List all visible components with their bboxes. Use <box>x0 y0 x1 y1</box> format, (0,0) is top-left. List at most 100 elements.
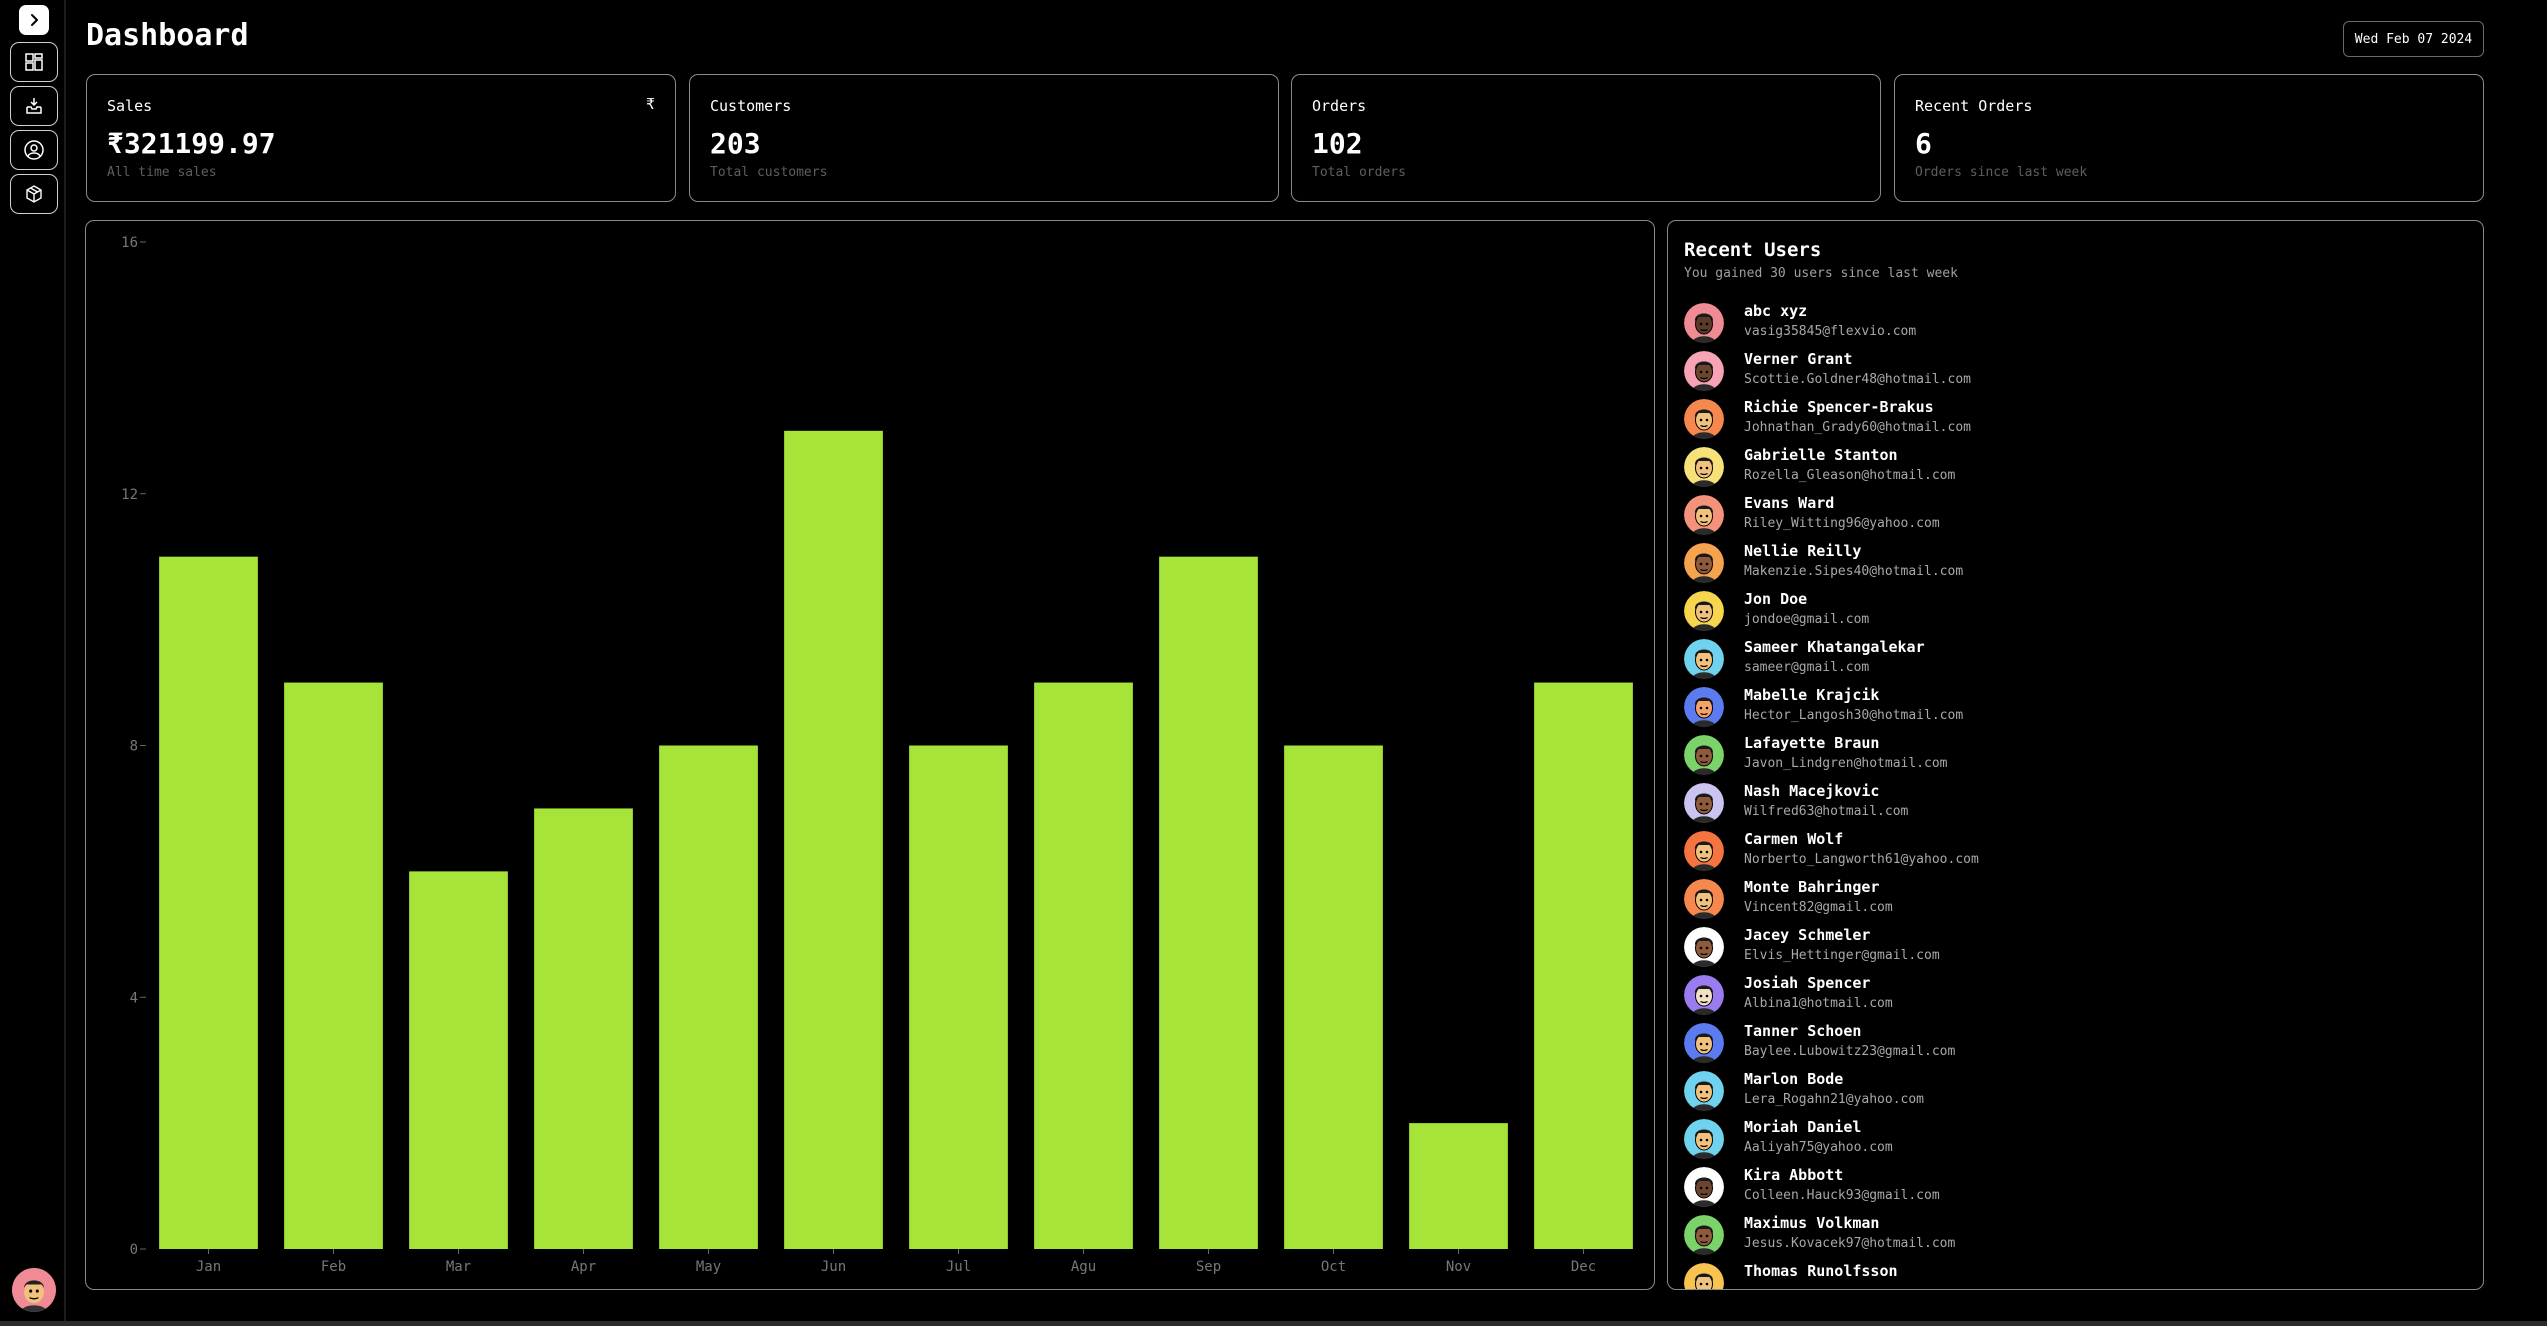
sidebar-item-products[interactable] <box>10 174 58 214</box>
card-label: Sales <box>107 97 153 115</box>
user-email: Hector_Langosh30@hotmail.com <box>1744 708 1964 723</box>
avatar-icon <box>12 1268 56 1312</box>
user-list-item[interactable]: Monte Bahringer Vincent82@gmail.com <box>1684 876 2464 924</box>
bar-dec[interactable] <box>1534 682 1633 1249</box>
user-list-item[interactable]: Richie Spencer-Brakus Johnathan_Grady60@h… <box>1684 396 2464 444</box>
grid-icon <box>25 53 43 71</box>
recent-users-panel: Recent Users You gained 30 users since l… <box>1667 220 2484 1290</box>
user-avatar <box>1684 927 1724 967</box>
avatar-icon <box>1684 543 1724 583</box>
user-avatar <box>1684 1215 1724 1255</box>
sidebar <box>0 0 66 1321</box>
sidebar-item-dashboard[interactable] <box>10 42 58 82</box>
bar-sep[interactable] <box>1159 556 1258 1249</box>
avatar-icon <box>1684 1119 1724 1159</box>
profile-avatar[interactable] <box>12 1268 56 1312</box>
user-list-item[interactable]: abc xyz vasig35845@flexvio.com <box>1684 300 2464 348</box>
user-email: Jesus.Kovacek97@hotmail.com <box>1744 1236 1956 1251</box>
avatar-icon <box>1684 975 1724 1015</box>
card-value: 6 <box>1915 127 1932 160</box>
user-email: sameer@gmail.com <box>1744 660 1870 675</box>
user-list-item[interactable]: Moriah Daniel Aaliyah75@yahoo.com <box>1684 1116 2464 1164</box>
bottom-border <box>0 1321 2547 1326</box>
user-list-item[interactable]: Carmen Wolf Norberto_Langworth61@yahoo.co… <box>1684 828 2464 876</box>
user-name: Jon Doe <box>1744 590 1808 608</box>
x-tick-label: Dec <box>1571 1259 1596 1275</box>
user-list-item[interactable]: Evans Ward Riley_Witting96@yahoo.com <box>1684 492 2464 540</box>
user-list-item[interactable]: Thomas Runolfsson <box>1684 1260 2464 1289</box>
bar-apr[interactable] <box>534 808 633 1249</box>
card-value: 102 <box>1312 127 1363 160</box>
user-avatar <box>1684 303 1724 343</box>
y-tick-label: 8 <box>130 739 138 755</box>
avatar-icon <box>1684 831 1724 871</box>
avatar-icon <box>1684 303 1724 343</box>
box-icon <box>26 185 42 203</box>
card-subtitle: All time sales <box>107 165 217 180</box>
bar-jul[interactable] <box>909 745 1008 1250</box>
user-list-item[interactable]: Nash Macejkovic Wilfred63@hotmail.com <box>1684 780 2464 828</box>
bar-oct[interactable] <box>1284 745 1383 1250</box>
recent-orders-card: Recent Orders 6 Orders since last week <box>1894 74 2484 202</box>
user-list-item[interactable]: Maximus Volkman Jesus.Kovacek97@hotmail.c… <box>1684 1212 2464 1260</box>
user-list: abc xyz vasig35845@flexvio.com Verner Gran… <box>1684 300 2464 1289</box>
user-avatar <box>1684 1167 1724 1207</box>
user-name: Nash Macejkovic <box>1744 782 1880 800</box>
avatar-icon <box>1684 1263 1724 1289</box>
sales-chart-panel: 0 4 8 12 16 Jan Feb Mar Apr May Jun Jul Agu Sep Oct Nov… <box>85 220 1655 1290</box>
user-avatar <box>1684 1263 1724 1289</box>
card-label: Customers <box>710 97 792 115</box>
rupee-icon: ₹ <box>645 95 655 113</box>
x-tick-label: Nov <box>1446 1259 1471 1275</box>
user-list-item[interactable]: Marlon Bode Lera_Rogahn21@yahoo.com <box>1684 1068 2464 1116</box>
recent-users-title: Recent Users <box>1684 239 1822 261</box>
user-email: Scottie.Goldner48@hotmail.com <box>1744 372 1971 387</box>
user-list-item[interactable]: Lafayette Braun Javon_Lindgren@hotmail.co… <box>1684 732 2464 780</box>
sidebar-item-orders[interactable] <box>10 86 58 126</box>
x-tick-label: Feb <box>321 1259 346 1275</box>
card-label: Orders <box>1312 97 1367 115</box>
card-subtitle: Total orders <box>1312 165 1406 180</box>
customers-card: Customers 203 Total customers <box>689 74 1279 202</box>
user-list-item[interactable]: Verner Grant Scottie.Goldner48@hotmail.co… <box>1684 348 2464 396</box>
card-subtitle: Total customers <box>710 165 828 180</box>
user-list-item[interactable]: Sameer Khatangalekar sameer@gmail.com <box>1684 636 2464 684</box>
y-tick-label: 16 <box>121 235 138 251</box>
bar-may[interactable] <box>659 745 758 1250</box>
y-tick-label: 12 <box>121 487 138 503</box>
user-name: Tanner Schoen <box>1744 1022 1862 1040</box>
avatar-icon <box>1684 1167 1724 1207</box>
user-list-item[interactable]: Tanner Schoen Baylee.Lubowitz23@gmail.com <box>1684 1020 2464 1068</box>
date-badge[interactable]: Wed Feb 07 2024 <box>2343 21 2484 57</box>
bar-mar[interactable] <box>409 871 508 1249</box>
chevron-right-icon <box>31 14 38 26</box>
user-name: Marlon Bode <box>1744 1070 1844 1088</box>
card-value: 203 <box>710 127 761 160</box>
bar-jun[interactable] <box>784 430 883 1249</box>
user-list-item[interactable]: Jon Doe jondoe@gmail.com <box>1684 588 2464 636</box>
bar-feb[interactable] <box>284 682 383 1249</box>
avatar-icon <box>1684 399 1724 439</box>
user-list-item[interactable]: Mabelle Krajcik Hector_Langosh30@hotmail.… <box>1684 684 2464 732</box>
user-list-item[interactable]: Jacey Schmeler Elvis_Hettinger@gmail.com <box>1684 924 2464 972</box>
bar-jan[interactable] <box>159 556 258 1249</box>
user-list-item[interactable]: Kira Abbott Colleen.Hauck93@gmail.com <box>1684 1164 2464 1212</box>
y-tick-label: 0 <box>130 1242 138 1258</box>
user-list-item[interactable]: Josiah Spencer Albina1@hotmail.com <box>1684 972 2464 1020</box>
bar-agu[interactable] <box>1034 682 1133 1249</box>
x-tick-label: Oct <box>1321 1259 1346 1275</box>
user-email: Rozella_Gleason@hotmail.com <box>1744 468 1956 483</box>
user-list-item[interactable]: Nellie Reilly Makenzie.Sipes40@hotmail.co… <box>1684 540 2464 588</box>
x-tick-label: Jul <box>946 1259 971 1275</box>
sidebar-item-users[interactable] <box>10 130 58 170</box>
expand-sidebar-button[interactable] <box>19 5 49 35</box>
user-name: Evans Ward <box>1744 494 1835 512</box>
bar-nov[interactable] <box>1409 1123 1508 1249</box>
user-avatar <box>1684 447 1724 487</box>
x-tick-label: Jun <box>821 1259 846 1275</box>
user-list-item[interactable]: Gabrielle Stanton Rozella_Gleason@hotmail… <box>1684 444 2464 492</box>
avatar-icon <box>1684 927 1724 967</box>
avatar-icon <box>1684 783 1724 823</box>
avatar-icon <box>1684 735 1724 775</box>
user-email: Wilfred63@hotmail.com <box>1744 804 1909 819</box>
